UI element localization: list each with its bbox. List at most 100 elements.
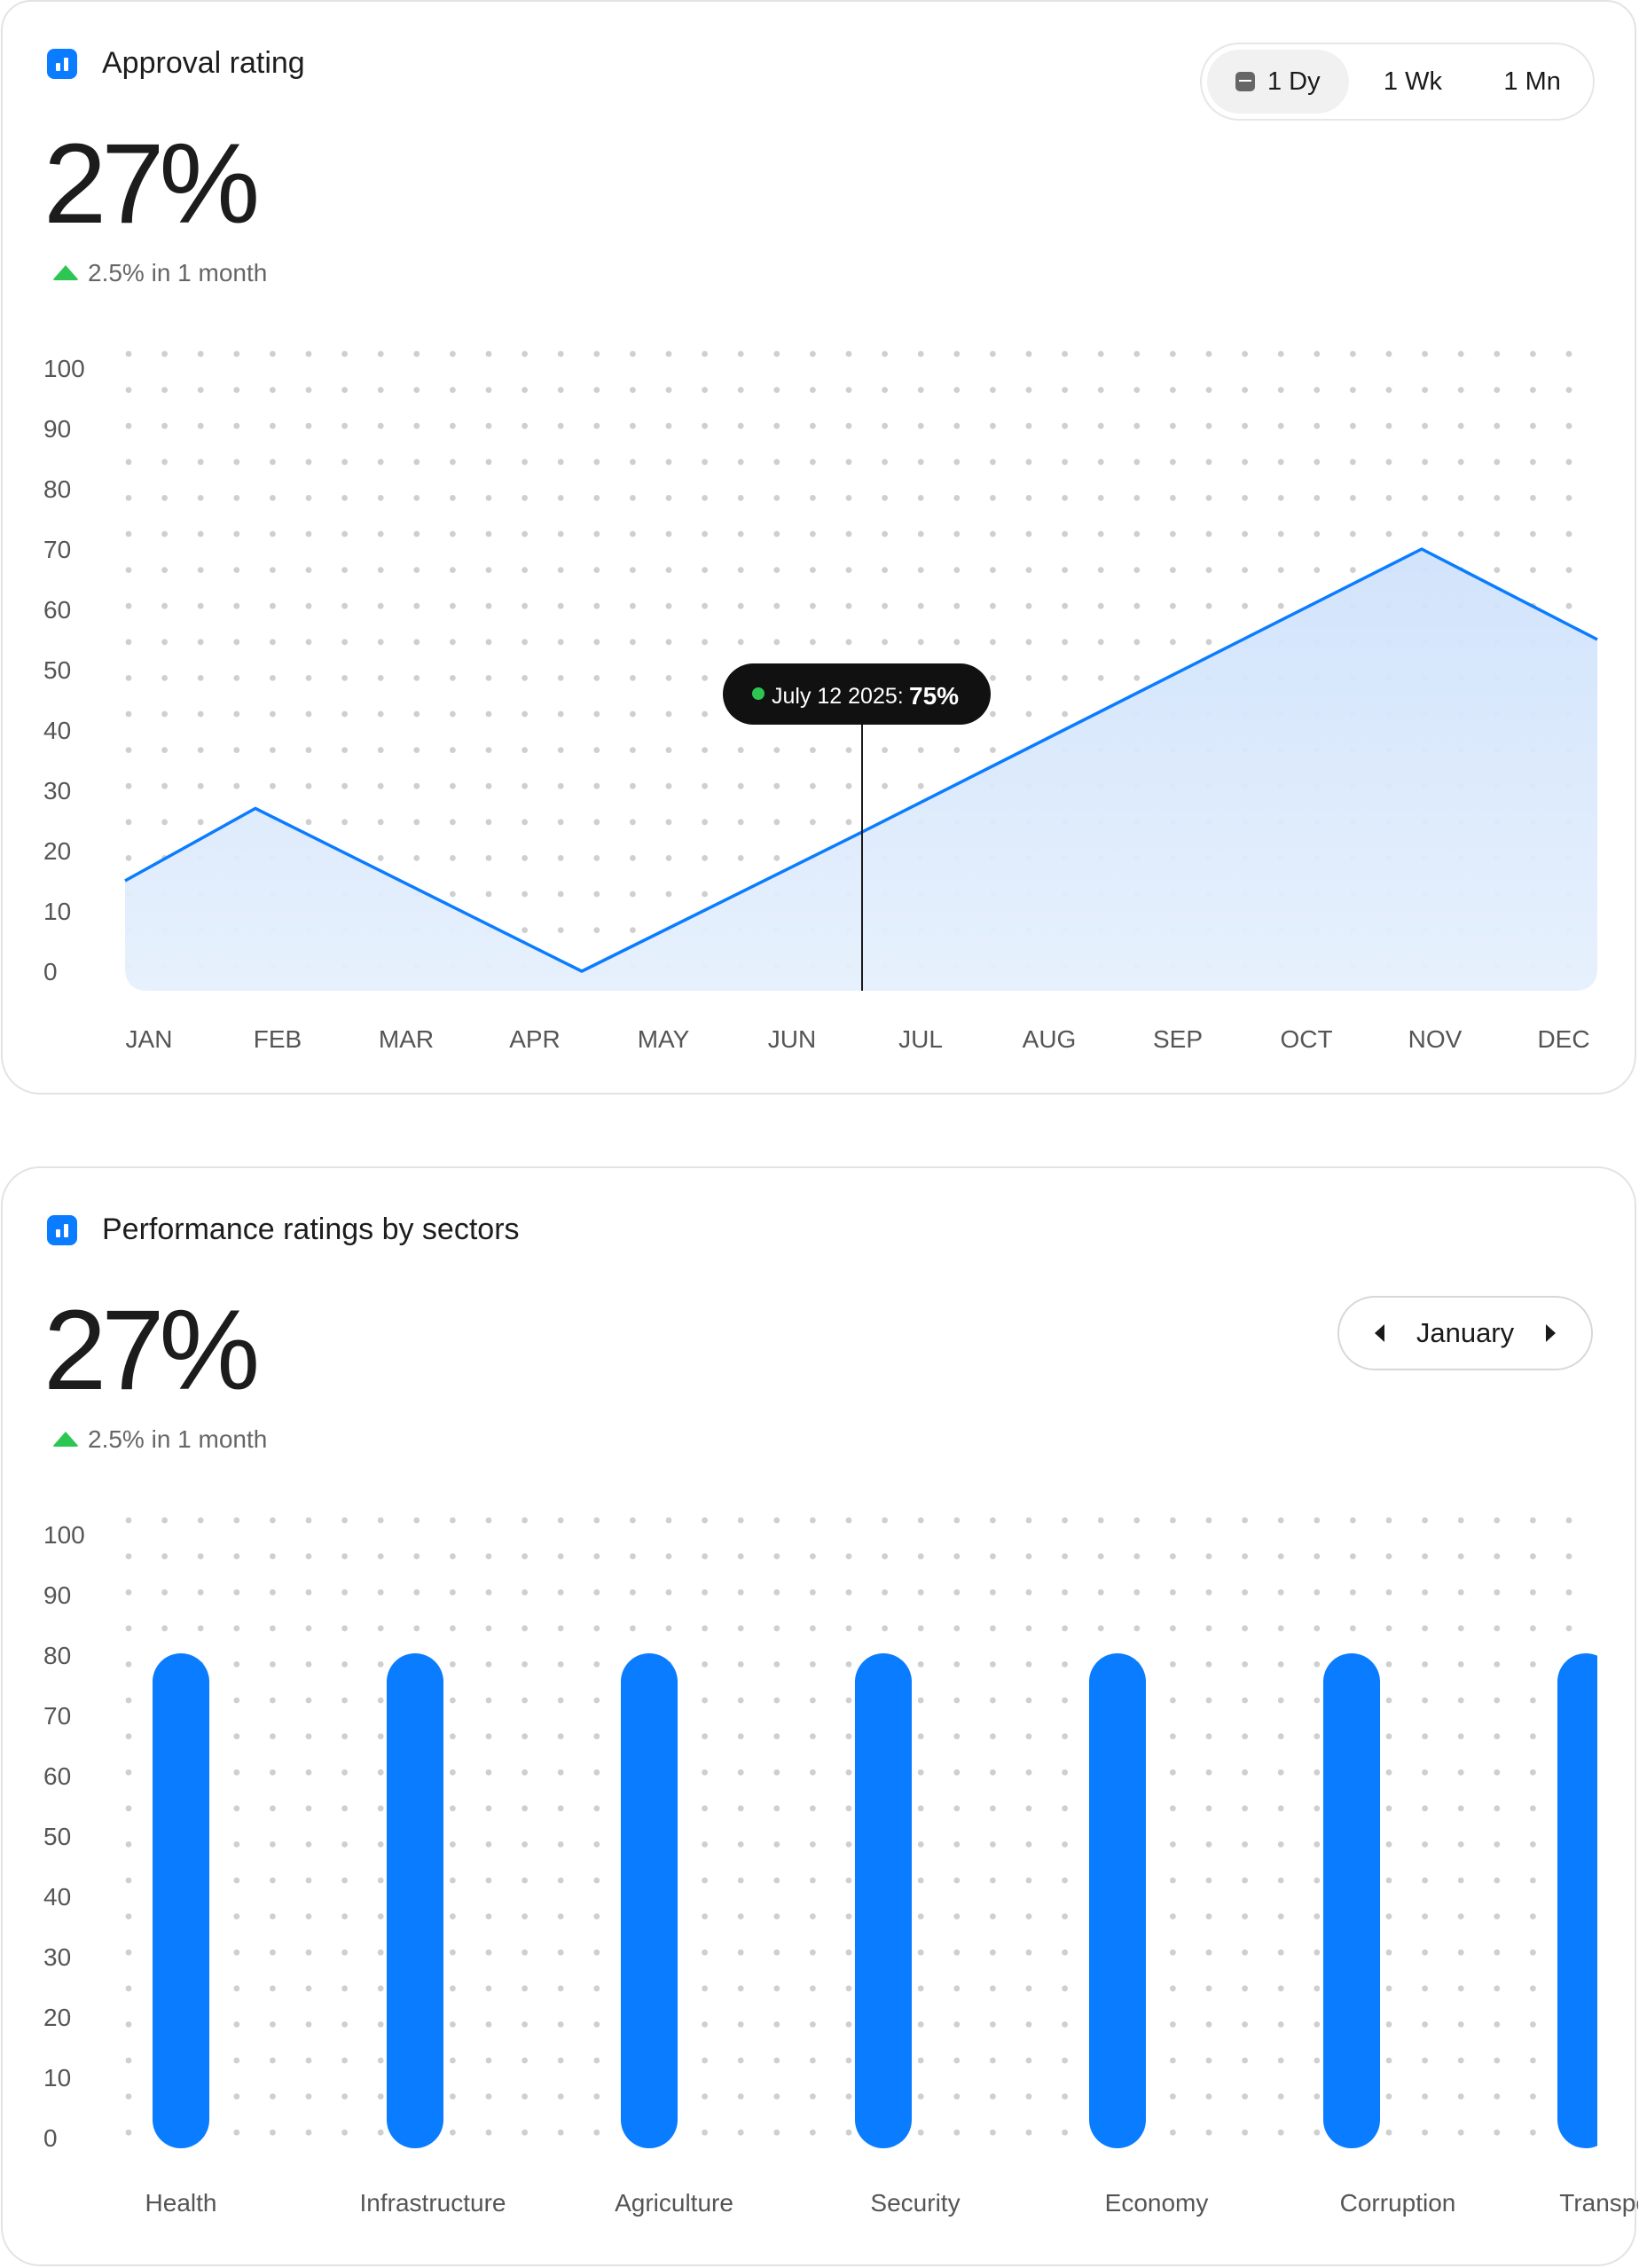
grid-dot	[161, 602, 169, 609]
grid-dot	[233, 1841, 240, 1848]
grid-dot	[630, 459, 636, 466]
grid-dot	[341, 747, 348, 753]
grid-dot	[1025, 1877, 1032, 1884]
grid-dot	[810, 1877, 816, 1884]
grid-dot	[882, 530, 888, 538]
grid-dot	[1205, 602, 1212, 609]
grid-dot	[1170, 1625, 1176, 1632]
grid-dot	[1422, 1805, 1428, 1812]
grid-dot	[990, 422, 996, 429]
grid-dot	[702, 1733, 708, 1739]
grid-dot	[270, 1805, 276, 1812]
grid-dot	[917, 602, 924, 609]
grid-dot	[485, 1985, 492, 1992]
grid-dot	[1277, 2129, 1284, 2136]
grid-dot	[485, 1913, 492, 1919]
grid-dot	[1277, 1553, 1284, 1559]
grid-dot	[1170, 1589, 1176, 1596]
range-option-month[interactable]: 1 Mn	[1477, 50, 1588, 114]
grid-dot	[1530, 567, 1536, 573]
grid-dot	[450, 2129, 456, 2136]
grid-dot	[1062, 530, 1068, 538]
grid-dot	[845, 1805, 852, 1812]
grid-dot	[737, 1589, 744, 1596]
grid-dot	[270, 1517, 276, 1524]
grid-dot	[593, 1949, 600, 1956]
grid-dot	[557, 675, 564, 681]
grid-dot	[1205, 422, 1212, 429]
grid-dot	[1242, 1985, 1248, 1992]
grid-dot	[702, 2129, 708, 2136]
grid-dot	[270, 675, 276, 681]
grid-dot	[990, 1553, 996, 1559]
grid-dot	[990, 1517, 996, 1524]
grid-dot	[197, 1589, 204, 1596]
previous-month-icon[interactable]	[1375, 1324, 1384, 1342]
grid-dot	[665, 782, 672, 789]
grid-dot	[305, 495, 312, 501]
grid-dot	[702, 459, 708, 466]
grid-dot	[917, 530, 924, 538]
grid-dot	[197, 530, 204, 538]
grid-dot	[377, 1913, 384, 1919]
grid-dot	[882, 747, 888, 753]
approval-x-axis: JAN FEB MAR APR MAY JUN JUL AUG SEP OCT NOV DEC	[126, 1025, 1590, 1053]
grid-dot	[1133, 459, 1141, 466]
grid-dot	[1277, 1733, 1284, 1739]
grid-dot	[665, 602, 672, 609]
grid-dot	[233, 1805, 240, 1812]
approval-y-axis: 0 10 20 30 40 50 60 70 80 90 100	[43, 355, 85, 985]
grid-dot	[810, 495, 816, 501]
grid-dot	[917, 422, 924, 429]
grid-dot	[1097, 495, 1104, 501]
sector-delta-text: 2.5% in 1 month	[88, 1425, 268, 1453]
sector-y-tick-label: 100	[43, 1521, 85, 1549]
grid-dot	[1062, 567, 1068, 573]
grid-dot	[630, 891, 636, 898]
grid-dot	[1422, 459, 1428, 466]
grid-dot	[1062, 2021, 1068, 2028]
grid-dot	[522, 819, 528, 826]
grid-dot	[737, 387, 744, 393]
grid-dot	[1350, 1589, 1356, 1596]
grid-dot	[1170, 2021, 1176, 2028]
grid-dot	[845, 567, 852, 573]
grid-dot	[270, 1949, 276, 1956]
grid-dot	[233, 495, 240, 501]
grid-dot	[702, 422, 708, 429]
grid-dot	[125, 747, 132, 753]
grid-dot	[845, 1733, 852, 1739]
sector-y-tick-label: 20	[43, 2004, 71, 2031]
grid-dot	[1565, 1517, 1572, 1524]
next-month-icon[interactable]	[1545, 1324, 1556, 1342]
grid-dot	[917, 1841, 924, 1848]
grid-dot	[917, 1805, 924, 1812]
grid-dot	[305, 530, 312, 538]
grid-dot	[1385, 1697, 1392, 1704]
grid-dot	[1494, 1553, 1501, 1559]
grid-dot	[1422, 1841, 1428, 1848]
grid-dot	[1457, 1697, 1464, 1704]
grid-dot	[1242, 422, 1248, 429]
grid-dot	[522, 1877, 528, 1884]
grid-dot	[341, 1949, 348, 1956]
grid-dot	[630, 1589, 636, 1596]
grid-dot	[1314, 1949, 1321, 1956]
grid-dot	[377, 495, 384, 501]
grid-dot	[773, 1877, 780, 1884]
grid-dot	[557, 2129, 564, 2136]
grid-dot	[1385, 495, 1392, 501]
range-option-day[interactable]: 1 Dy	[1207, 50, 1349, 114]
grid-dot	[450, 1517, 456, 1524]
approval-delta-text: 2.5% in 1 month	[88, 259, 268, 286]
grid-dot	[1205, 530, 1212, 538]
grid-dot	[341, 782, 348, 789]
grid-dot	[1277, 567, 1284, 573]
grid-dot	[125, 2057, 132, 2064]
grid-dot	[233, 1661, 240, 1668]
range-option-week[interactable]: 1 Wk	[1349, 50, 1478, 114]
grid-dot	[1025, 1589, 1032, 1596]
grid-dot	[341, 2057, 348, 2064]
approval-x-tick-label: DEC	[1537, 1025, 1589, 1053]
grid-dot	[845, 1625, 852, 1632]
